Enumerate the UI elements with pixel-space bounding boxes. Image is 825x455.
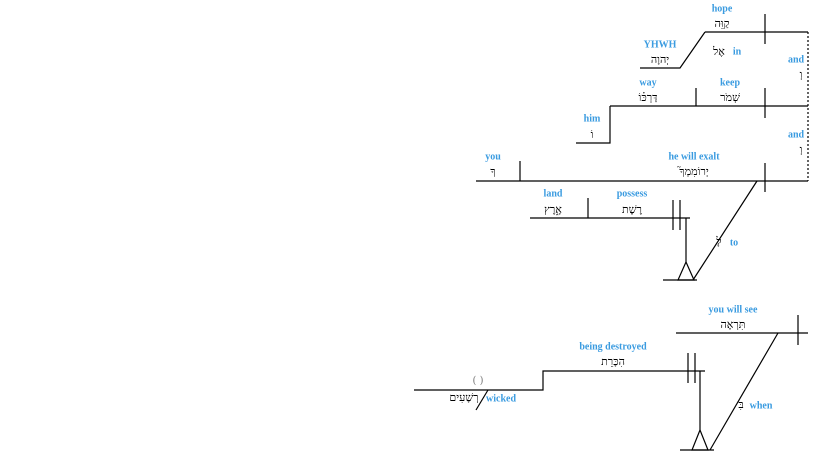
hebrew: יְרוֹמִמְךָ֮ [677, 165, 709, 178]
lines [414, 14, 809, 451]
placeholder: ( ) [473, 376, 484, 387]
hebrew: אָ֑רֶץ [544, 203, 562, 216]
gloss: he will exalt [668, 151, 720, 162]
gloss: hope [712, 3, 733, 14]
hebrew: קַוֵּה [714, 17, 729, 30]
hebrew: וְ [800, 143, 803, 156]
hebrew: תִּרְאֶה [720, 318, 745, 331]
hebrew: בִּ [738, 398, 743, 411]
gloss: you will see [709, 304, 758, 315]
gloss: being destroyed [579, 341, 647, 352]
gloss: way [639, 77, 656, 88]
gloss: land [544, 188, 563, 199]
hebrew: אֶל [712, 45, 725, 58]
gloss: in [733, 46, 742, 57]
gloss: keep [720, 77, 740, 88]
gloss: and [788, 54, 805, 65]
gloss: YHWH [644, 39, 677, 50]
gloss: him [584, 113, 601, 124]
hebrew: לָ [715, 235, 721, 248]
hebrew: וֹ [591, 128, 594, 141]
hebrew: רְשָׁעִים [449, 391, 478, 404]
hebrew: רֶשֶׁת [622, 203, 643, 216]
gloss: to [730, 237, 738, 248]
hebrew: וְ [800, 68, 803, 81]
gloss: and [788, 129, 805, 140]
gloss: wicked [486, 393, 516, 404]
hebrew: שְׁמֹר [720, 91, 740, 104]
gloss: you [485, 151, 501, 162]
hebrew: דַּרְכּ֗וֹ [639, 91, 658, 104]
hebrew: הִכָּרֵת [601, 355, 625, 368]
hebrew: ךָ [490, 165, 495, 178]
hebrew: יְהוָה [651, 53, 669, 66]
gloss: possess [617, 188, 648, 199]
gloss: when [750, 400, 773, 411]
